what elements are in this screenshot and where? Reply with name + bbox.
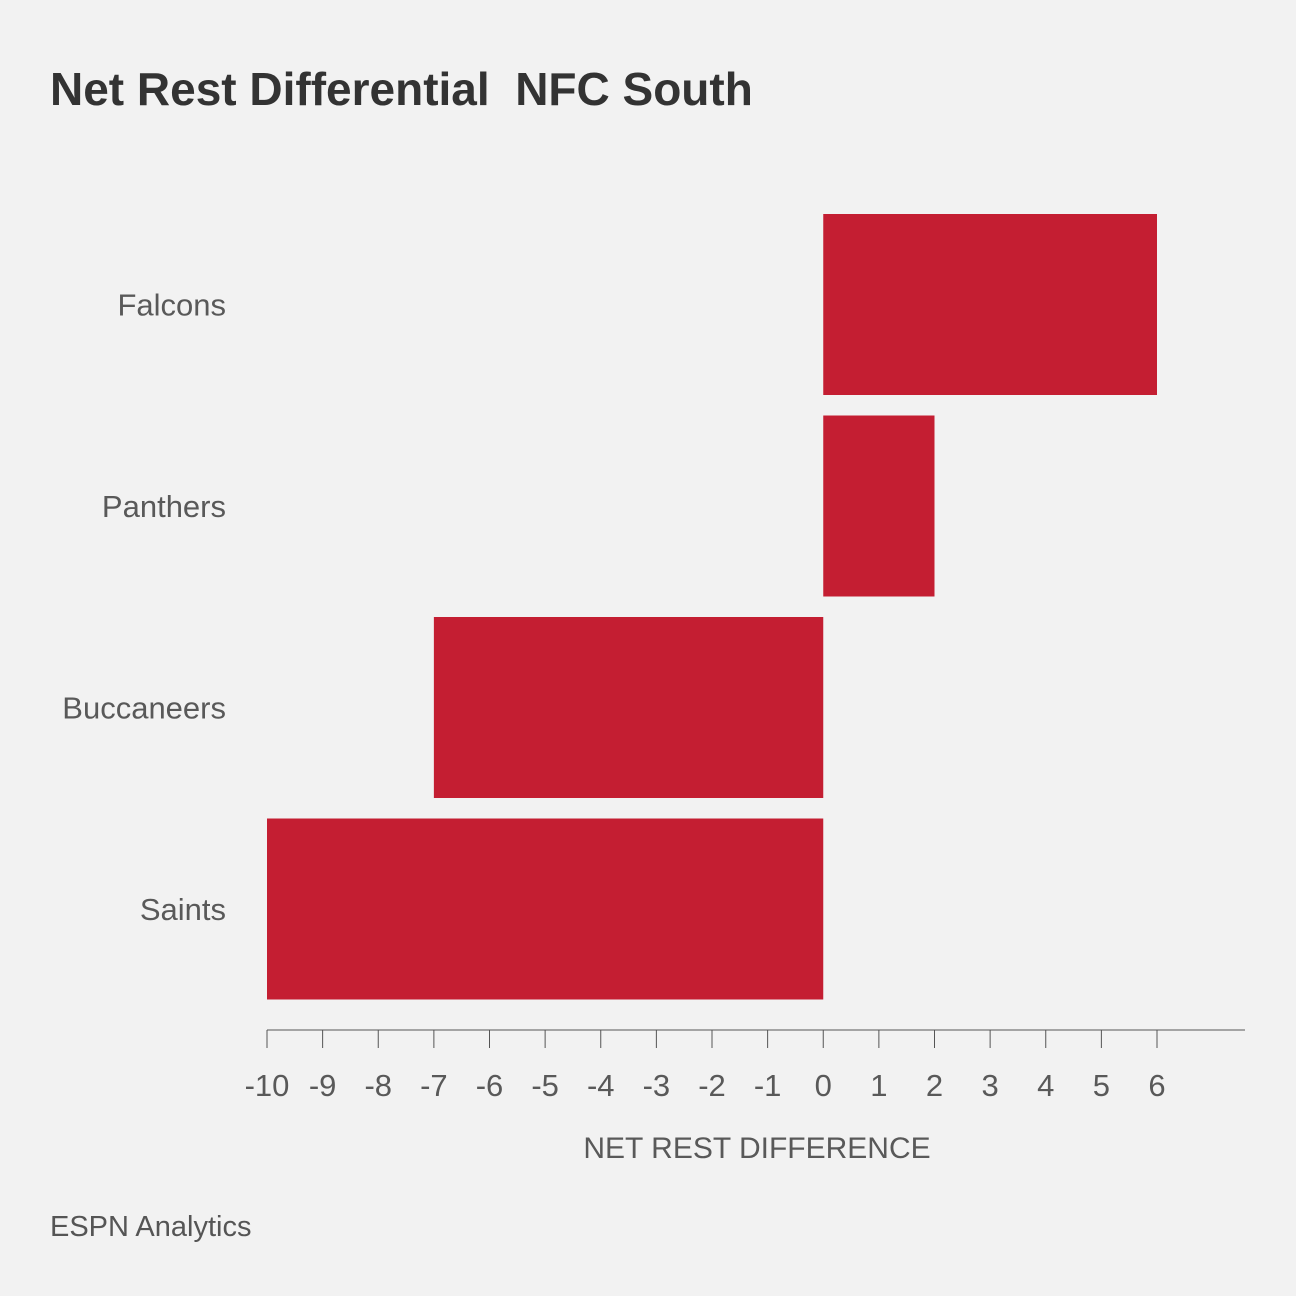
x-tick-label: 6 [1148,1068,1165,1103]
category-labels-group: Falcons Panthers Buccaneers Saints [62,288,226,928]
x-tick-label: -8 [364,1068,392,1103]
x-tick-label: -1 [754,1068,782,1103]
bar-buccaneers [433,617,824,798]
x-tick-label: -2 [698,1068,726,1103]
x-tick-label: -9 [309,1068,337,1103]
x-tick-label: -7 [420,1068,448,1103]
category-label-saints: Saints [140,892,226,927]
x-tick-label: 4 [1037,1068,1054,1103]
x-tick-label: -10 [245,1068,290,1103]
x-tick-label: 2 [926,1068,943,1103]
source-credit: ESPN Analytics [50,1211,252,1243]
x-tick-label: -5 [531,1068,559,1103]
chart-title: Net Rest Differential NFC South [50,63,753,115]
x-tick-label: 1 [870,1068,887,1103]
category-label-buccaneers: Buccaneers [62,691,226,726]
x-tick-label: 5 [1093,1068,1110,1103]
x-tick-label: -3 [643,1068,671,1103]
x-tick-label: -4 [587,1068,615,1103]
x-axis-title: NET REST DIFFERENCE [583,1132,930,1165]
bars-group [267,214,1157,1000]
x-tick-label: 0 [815,1068,832,1103]
bar-panthers [823,415,935,597]
x-tick-label: 3 [982,1068,999,1103]
x-tick-label: -6 [476,1068,504,1103]
bar-saints [267,818,824,1000]
category-label-falcons: Falcons [117,288,226,323]
bar-falcons [823,214,1157,395]
category-label-panthers: Panthers [102,489,226,524]
x-axis: -10 -9 -8 -7 -6 -5 -4 -3 -2 -1 0 1 2 3 4 5 6 [245,1029,1245,1103]
